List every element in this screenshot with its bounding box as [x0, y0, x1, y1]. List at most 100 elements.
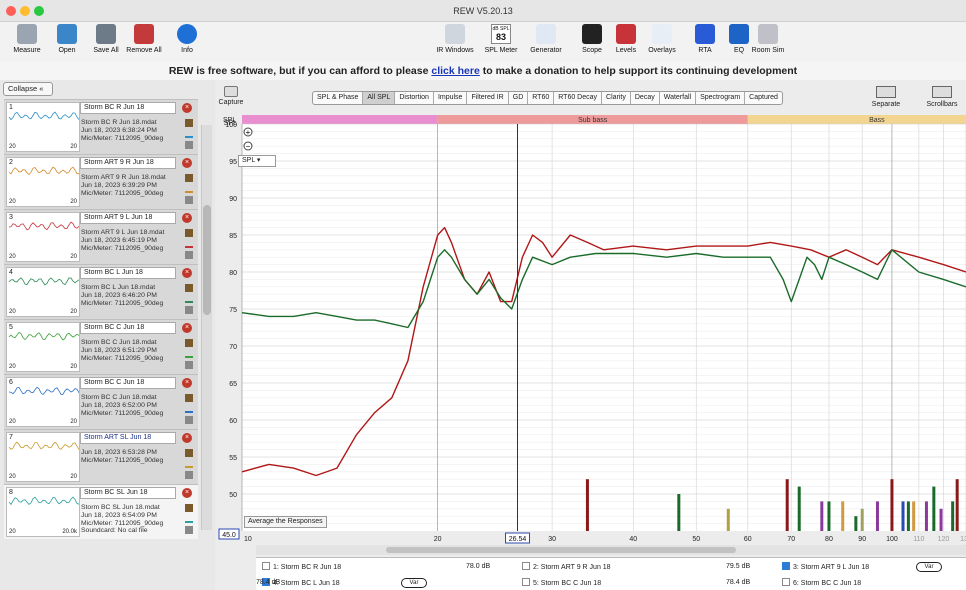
- measurement-name-field[interactable]: Storm ART 9 R Jun 18: [80, 157, 176, 169]
- measurement-thumbnail[interactable]: 7 20 20: [6, 432, 80, 482]
- remove-all-button[interactable]: Remove All: [122, 24, 166, 54]
- measurement-thumbnail[interactable]: 2 20 20: [6, 157, 80, 207]
- measurement-thumbnail[interactable]: 4 20 20: [6, 267, 80, 317]
- graph-hscrollbar[interactable]: [256, 545, 966, 555]
- delete-measurement-icon[interactable]: ×: [182, 213, 192, 223]
- legend-checkbox[interactable]: [782, 562, 790, 570]
- measurement-item[interactable]: 1 20 20 Storm BC R Jun 18 × Storm BC R Jun 18…: [4, 99, 198, 154]
- measurement-name-field[interactable]: Storm BC C Jun 18: [80, 377, 176, 389]
- notes-icon[interactable]: [185, 526, 193, 534]
- eq-filter-icon[interactable]: [185, 394, 193, 402]
- tab-rt60[interactable]: RT60: [528, 92, 555, 104]
- measurement-item[interactable]: 7 20 20 Storm ART SL Jun 18 × Jun 18, 2023 6:…: [4, 429, 198, 484]
- separate-button[interactable]: Separate: [862, 86, 910, 108]
- trace-color-icon[interactable]: [185, 240, 193, 248]
- delete-measurement-icon[interactable]: ×: [182, 323, 192, 333]
- tab-distortion[interactable]: Distortion: [395, 92, 434, 104]
- series-line-1[interactable]: [241, 226, 966, 477]
- delete-measurement-icon[interactable]: ×: [182, 433, 192, 443]
- tab-waterfall[interactable]: Waterfall: [660, 92, 697, 104]
- collapse-button[interactable]: Collapse «: [3, 82, 53, 96]
- series-line-2[interactable]: [241, 249, 966, 329]
- open-button[interactable]: Open: [50, 24, 84, 54]
- zoom-out-icon[interactable]: [243, 141, 253, 151]
- legend-checkbox[interactable]: [522, 578, 530, 586]
- average-button[interactable]: Average the Responses: [244, 516, 327, 528]
- legend-checkbox[interactable]: [782, 578, 790, 586]
- notes-icon[interactable]: [185, 471, 193, 479]
- trace-color-icon[interactable]: [185, 405, 193, 413]
- var-button[interactable]: Var: [916, 562, 942, 572]
- measurement-item[interactable]: 2 20 20 Storm ART 9 R Jun 18 × Storm ART 9 R …: [4, 154, 198, 209]
- eq-filter-icon[interactable]: [185, 339, 193, 347]
- tab-decay[interactable]: Decay: [631, 92, 660, 104]
- measurement-thumbnail[interactable]: 1 20 20: [6, 102, 80, 152]
- legend-item[interactable]: 2: Storm ART 9 R Jun 18: [522, 562, 611, 573]
- notes-icon[interactable]: [185, 196, 193, 204]
- var-button[interactable]: Var: [401, 578, 427, 588]
- eq-filter-icon[interactable]: [185, 229, 193, 237]
- legend-checkbox[interactable]: [522, 562, 530, 570]
- measurement-item[interactable]: 8 20 20.0k Storm BC SL Jun 18 × Storm BC SL J…: [4, 484, 198, 539]
- measurement-item[interactable]: 6 20 20 Storm BC C Jun 18 × Storm BC C Jun 18…: [4, 374, 198, 429]
- minimize-window-button[interactable]: [20, 6, 30, 16]
- trace-color-icon[interactable]: [185, 130, 193, 138]
- trace-color-icon[interactable]: [185, 515, 193, 523]
- legend-item[interactable]: 5: Storm BC C Jun 18: [522, 578, 601, 589]
- ir-windows-button[interactable]: IR Windows: [436, 24, 474, 54]
- legend-checkbox[interactable]: [262, 562, 270, 570]
- measurement-name-field[interactable]: Storm ART SL Jun 18: [80, 432, 176, 444]
- measurement-item[interactable]: 5 20 20 Storm BC C Jun 18 × Storm BC C Jun 18…: [4, 319, 198, 374]
- notes-icon[interactable]: [185, 306, 193, 314]
- tab-spl-phase[interactable]: SPL & Phase: [313, 92, 364, 104]
- scrollbar-thumb[interactable]: [203, 205, 211, 315]
- overlays-button[interactable]: Overlays: [643, 24, 681, 54]
- scrollbars-button[interactable]: Scrollbars: [918, 86, 966, 108]
- notes-icon[interactable]: [185, 361, 193, 369]
- save-all-button[interactable]: Save All: [84, 24, 128, 54]
- measurement-name-field[interactable]: Storm BC SL Jun 18: [80, 487, 176, 499]
- delete-measurement-icon[interactable]: ×: [182, 103, 192, 113]
- measurement-name-field[interactable]: Storm BC R Jun 18: [80, 102, 176, 114]
- graph-canvas[interactable]: Sub bass Bass10095908580757065605550SPL10…: [216, 112, 966, 544]
- spl-select[interactable]: SPL ▾: [238, 155, 276, 167]
- trace-color-icon[interactable]: [185, 185, 193, 193]
- delete-measurement-icon[interactable]: ×: [182, 378, 192, 388]
- notes-icon[interactable]: [185, 416, 193, 424]
- tab-clarity[interactable]: Clarity: [602, 92, 631, 104]
- capture-button[interactable]: Capture: [216, 86, 246, 106]
- measurement-name-field[interactable]: Storm ART 9 L Jun 18: [80, 212, 176, 224]
- eq-button[interactable]: EQ: [720, 24, 758, 54]
- eq-filter-icon[interactable]: [185, 504, 193, 512]
- measure-button[interactable]: Measure: [5, 24, 49, 54]
- info-button[interactable]: Info: [170, 24, 204, 54]
- measurement-thumbnail[interactable]: 3 20 20: [6, 212, 80, 262]
- measurement-item[interactable]: 3 20 20 Storm ART 9 L Jun 18 × Storm ART 9 L …: [4, 209, 198, 264]
- hscroll-thumb[interactable]: [386, 547, 736, 553]
- tab-all-spl[interactable]: All SPL: [363, 92, 396, 104]
- measurements-scrollbar[interactable]: [201, 125, 212, 530]
- eq-filter-icon[interactable]: [185, 284, 193, 292]
- tab-impulse[interactable]: Impulse: [434, 92, 468, 104]
- legend-item[interactable]: 3: Storm ART 9 L Jun 18: [782, 562, 869, 573]
- legend-item[interactable]: 1: Storm BC R Jun 18: [262, 562, 341, 573]
- notes-icon[interactable]: [185, 141, 193, 149]
- plot-area[interactable]: [242, 124, 966, 531]
- measurement-thumbnail[interactable]: 5 20 20: [6, 322, 80, 372]
- eq-filter-icon[interactable]: [185, 119, 193, 127]
- spl-meter-button[interactable]: dB SPL 83 SPL Meter: [482, 24, 520, 54]
- room-sim-button[interactable]: Room Sim: [749, 24, 787, 54]
- donation-link[interactable]: click here: [431, 65, 480, 77]
- maximize-window-button[interactable]: [34, 6, 44, 16]
- levels-button[interactable]: Levels: [607, 24, 645, 54]
- measurement-item[interactable]: 4 20 20 Storm BC L Jun 18 × Storm BC L Jun 18…: [4, 264, 198, 319]
- legend-checkbox[interactable]: [262, 578, 270, 586]
- scope-button[interactable]: Scope: [573, 24, 611, 54]
- generator-button[interactable]: Generator: [527, 24, 565, 54]
- eq-filter-icon[interactable]: [185, 174, 193, 182]
- measurement-thumbnail[interactable]: 8 20 20.0k: [6, 487, 80, 537]
- zoom-in-icon[interactable]: [243, 127, 253, 137]
- measurement-name-field[interactable]: Storm BC C Jun 18: [80, 322, 176, 334]
- notes-icon[interactable]: [185, 251, 193, 259]
- delete-measurement-icon[interactable]: ×: [182, 488, 192, 498]
